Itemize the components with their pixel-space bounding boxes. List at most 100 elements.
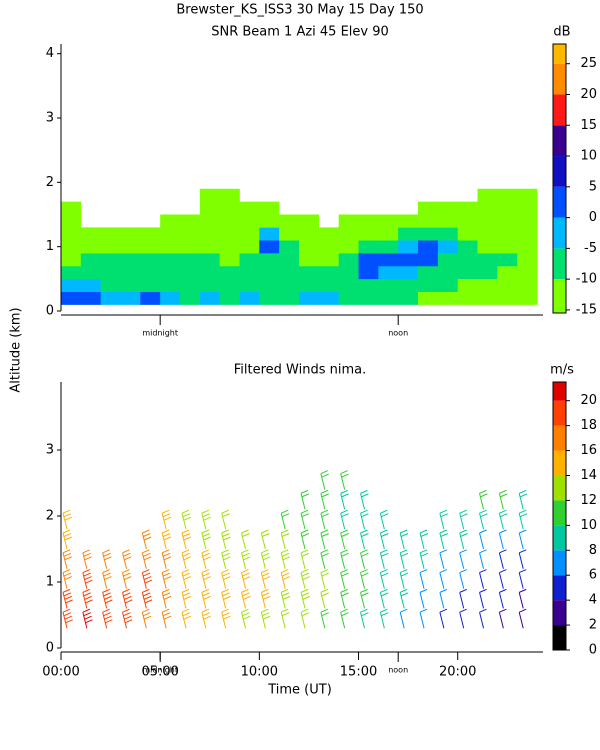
wind-barb [360, 549, 369, 569]
snr-cell [239, 201, 260, 215]
wind-barb [161, 608, 172, 629]
snr-cell [477, 278, 498, 292]
snr-cell [517, 214, 538, 228]
wind-barb [379, 608, 389, 629]
snr-cell [140, 278, 161, 292]
snr-cell [497, 240, 518, 254]
snr-cell [358, 214, 379, 228]
wind-barb [201, 549, 211, 569]
wind-barb [399, 608, 408, 629]
snr-cell [199, 253, 220, 267]
wind-barb [320, 509, 329, 530]
snr-cell [299, 227, 320, 241]
wind-barb [459, 569, 467, 589]
snr-cell [160, 265, 181, 280]
y-tick-label: 3 [46, 110, 54, 125]
snr-cell [338, 240, 359, 254]
snr-cell [259, 240, 280, 254]
wind-barb [201, 608, 211, 629]
x-tick-label: 05:00 [141, 665, 178, 680]
wind-barb [102, 588, 113, 609]
colorbar-tick-label: 2 [589, 618, 597, 633]
snr-cell [418, 278, 439, 292]
wind-barb [340, 529, 349, 550]
wind-barb [300, 569, 311, 589]
wind-barb [102, 549, 112, 569]
wind-barb [459, 608, 467, 629]
colorbar-band [553, 400, 566, 426]
marker-label: noon [388, 329, 408, 338]
snr-cell [160, 214, 181, 228]
snr-cell [418, 227, 439, 241]
snr-cell [398, 253, 419, 267]
y-axis-label: Altitude (km) [9, 307, 24, 392]
snr-cell [378, 227, 399, 241]
wind-barb [498, 509, 508, 530]
wind-barb [498, 529, 507, 550]
wind-barb [479, 489, 488, 510]
wind-barb [300, 549, 310, 569]
wind-barb [360, 509, 369, 530]
snr-cell [477, 201, 498, 215]
wind-barb [419, 529, 429, 550]
snr-cell [140, 265, 161, 280]
snr-cell [80, 227, 101, 241]
snr-cell [477, 188, 498, 202]
wind-barb [141, 529, 152, 550]
snr-cell [299, 214, 320, 228]
snr-cell [338, 227, 359, 241]
snr-cell [398, 227, 419, 241]
snr-cell [140, 227, 161, 241]
snr-cell [378, 240, 399, 254]
wind-barb [518, 588, 527, 609]
y-tick-label: 1 [46, 239, 54, 254]
snr-cell [318, 265, 339, 280]
snr-cell [358, 265, 379, 280]
snr-cell [259, 201, 280, 215]
wind-barb [479, 529, 487, 550]
snr-cell [259, 265, 280, 280]
snr-cell [477, 214, 498, 228]
snr-cell [160, 253, 181, 267]
wind-barb [300, 588, 311, 609]
wind-barb [62, 588, 73, 609]
snr-cell [279, 265, 300, 280]
snr-cell [180, 240, 201, 254]
wind-barb [280, 588, 291, 609]
x-tick-label: 00:00 [42, 665, 79, 680]
snr-cell [378, 253, 399, 267]
wind-barb [360, 569, 369, 589]
snr-cell [120, 253, 141, 267]
snr-cell [219, 188, 240, 202]
colorbar-tick-label: 20 [580, 393, 597, 408]
wind-barb [300, 509, 310, 530]
snr-cell [180, 253, 201, 267]
wind-barb [221, 529, 231, 550]
snr-cell [418, 253, 439, 267]
snr-cell [398, 291, 419, 305]
wind-barb [280, 569, 291, 589]
wind-barb [161, 509, 172, 530]
wind-barb [498, 569, 507, 589]
snr-cell [219, 291, 240, 305]
snr-cell [160, 291, 181, 305]
wind-barb [181, 588, 192, 609]
wind-barb [122, 588, 133, 609]
snr-cell [61, 214, 82, 228]
snr-cell [259, 214, 280, 228]
snr-cell [299, 278, 320, 292]
snr-cell [239, 291, 260, 305]
snr-cell [140, 253, 161, 267]
colorbar-tick-label: 15 [580, 118, 597, 133]
wind-barb [181, 529, 192, 550]
wind-barb [419, 569, 428, 589]
wind-barb [280, 509, 290, 530]
snr-cell [437, 253, 459, 267]
wind-barb [241, 549, 251, 569]
x-tick-label: 15:00 [340, 665, 377, 680]
snr-cell [437, 201, 459, 215]
colorbar-tick-label: 14 [580, 468, 597, 483]
wind-barb [340, 509, 349, 530]
snr-cell [299, 291, 320, 305]
colorbar-band [553, 279, 566, 313]
